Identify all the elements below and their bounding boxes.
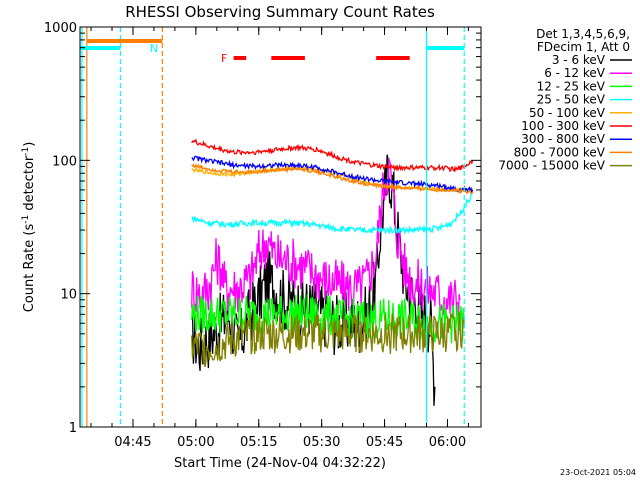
y-axis-label: Count Rate (s-1 detector-1) [21, 142, 37, 313]
night-bar [426, 46, 465, 50]
legend-header: FDecim 1, Att 0 [537, 40, 630, 54]
legend-label: 7000 - 15000 keV [498, 159, 605, 173]
series-line [191, 190, 474, 235]
chart-title: RHESSI Observing Summary Count Rates [125, 3, 435, 21]
legend-label: 12 - 25 keV [537, 79, 606, 93]
legend-label: 300 - 800 keV [521, 132, 605, 146]
legend-label: 3 - 6 keV [552, 53, 606, 67]
y-tick-label: 100 [52, 154, 77, 169]
legend-label: 800 - 7000 keV [514, 145, 606, 159]
series-line [191, 157, 461, 326]
x-tick-label: 05:00 [177, 435, 214, 450]
series-line [191, 155, 474, 195]
x-axis: 04:45 05:00 05:15 05:30 05:45 06:00 [90, 27, 469, 450]
legend-label: 25 - 50 keV [537, 93, 606, 107]
footer-date: 23-Oct-2021 05:04 [560, 468, 636, 477]
y-axis: 1 10 100 1000 [44, 21, 481, 436]
series-line [191, 294, 465, 344]
series-line [191, 311, 465, 367]
x-tick-label: 06:00 [429, 435, 466, 450]
flare-bar [233, 56, 247, 60]
legend-label: 50 - 100 keV [529, 106, 606, 120]
legend-header: Det 1,3,4,5,6,9, [536, 27, 630, 41]
saa-bar [86, 39, 163, 43]
flare-bar [376, 56, 410, 60]
annotation-label: F [221, 52, 227, 65]
x-tick-label: 05:15 [240, 435, 277, 450]
x-tick-label: 05:30 [303, 435, 340, 450]
night-bar [80, 46, 121, 50]
series-line [191, 162, 474, 195]
legend-label: 100 - 300 keV [521, 119, 605, 133]
y-tick-label: 1 [69, 421, 77, 436]
series-line [191, 138, 474, 173]
legend: Det 1,3,4,5,6,9,FDecim 1, Att 03 - 6 keV… [498, 27, 632, 173]
flare-bar [271, 56, 305, 60]
y-tick-label: 1000 [44, 21, 77, 36]
legend-label: 6 - 12 keV [544, 66, 606, 80]
x-tick-label: 04:45 [114, 435, 151, 450]
plot-frame [79, 26, 482, 428]
y-tick-label: 10 [60, 288, 77, 303]
annotation-label: N [150, 42, 158, 55]
series-line [191, 165, 474, 194]
x-tick-label: 05:45 [366, 435, 403, 450]
x-axis-label: Start Time (24-Nov-04 04:32:22) [174, 456, 386, 471]
